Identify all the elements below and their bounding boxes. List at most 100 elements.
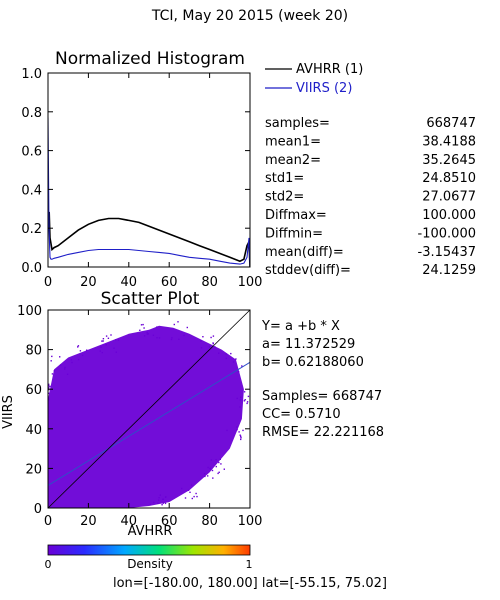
scatter-point xyxy=(113,347,115,349)
scatter-point xyxy=(115,351,117,353)
scatter-point xyxy=(156,326,158,328)
scatter-title: Scatter Plot xyxy=(101,289,200,309)
scatter-point xyxy=(239,399,242,401)
scatter-y-tick-label: 60 xyxy=(25,383,42,398)
scatter-x-tick-label: 20 xyxy=(80,514,97,529)
legend-viirs-label: VIIRS (2) xyxy=(296,81,352,96)
scatter-point xyxy=(66,373,69,375)
colorbar-max-label: 1 xyxy=(246,558,253,571)
scatter-point xyxy=(211,469,214,472)
scatter-point xyxy=(230,352,232,355)
stat-value: 668747 xyxy=(426,116,476,131)
histogram-y-tick-label: 0.2 xyxy=(21,222,42,237)
scatter-point xyxy=(77,358,80,361)
stat-value: 100.000 xyxy=(422,208,476,223)
histogram-y-tick-label: 0.4 xyxy=(21,183,42,198)
histogram-y-tick-label: 0.6 xyxy=(21,145,42,160)
scatter-point xyxy=(189,491,191,493)
scatter-point xyxy=(53,370,55,372)
scatter-point xyxy=(164,496,167,498)
scatter-point xyxy=(102,340,104,342)
regression-cc: CC= 0.5710 xyxy=(262,407,341,422)
histogram-y-tick-label: 1.0 xyxy=(21,67,42,82)
scatter-point xyxy=(48,392,50,394)
scatter-point xyxy=(153,501,155,504)
scatter-point xyxy=(79,350,82,352)
scatter-point xyxy=(207,475,209,477)
histogram-line-viirs xyxy=(48,117,250,267)
scatter-point xyxy=(143,335,146,337)
scatter-point xyxy=(51,373,54,375)
scatter-point xyxy=(117,339,120,341)
scatter-point xyxy=(200,340,202,342)
regression-line xyxy=(48,361,250,486)
stat-value: 24.1259 xyxy=(422,263,476,278)
scatter-point xyxy=(207,466,209,469)
histogram-y-tick-label: 0.0 xyxy=(21,261,42,276)
scatter-point xyxy=(101,351,103,354)
stat-value: -100.000 xyxy=(418,226,476,241)
scatter-point xyxy=(101,340,103,342)
scatter-point xyxy=(223,468,225,470)
scatter-point xyxy=(209,467,211,470)
scatter-point xyxy=(215,459,217,461)
stat-label: mean1= xyxy=(265,134,321,149)
scatter-point xyxy=(190,484,193,486)
scatter-point xyxy=(81,354,84,357)
scatter-point xyxy=(226,429,228,432)
scatter-point xyxy=(225,357,227,360)
scatter-point xyxy=(235,358,237,360)
scatter-point xyxy=(236,426,238,428)
histogram-title: Normalized Histogram xyxy=(55,49,245,69)
scatter-point xyxy=(157,502,159,504)
scatter-point xyxy=(77,346,79,348)
scatter-point xyxy=(193,495,195,498)
scatter-point xyxy=(48,399,50,401)
stat-value: -3.15437 xyxy=(418,245,476,260)
scatter-point xyxy=(152,334,155,336)
scatter-point xyxy=(246,402,248,405)
histogram-y-tick-label: 0.8 xyxy=(21,106,42,121)
footer-range: lon=[-180.00, 180.00] lat=[-55.15, 75.02… xyxy=(113,576,387,591)
scatter-point xyxy=(105,335,108,337)
scatter-point xyxy=(210,336,212,339)
scatter-point xyxy=(59,364,62,366)
scatter-point xyxy=(49,385,51,388)
scatter-point xyxy=(210,468,212,471)
page-title: TCI, May 20 2015 (week 20) xyxy=(151,8,348,24)
statistics-panel: samples= 668747 mean1= 38.4188 mean2= 35.2645… xyxy=(265,116,476,278)
scatter-point xyxy=(239,434,241,436)
stat-value: 35.2645 xyxy=(422,153,476,168)
scatter-point xyxy=(77,345,80,347)
scatter-point xyxy=(240,435,242,437)
stat-value: 27.0677 xyxy=(422,190,476,205)
scatter-x-tick-label: 80 xyxy=(201,514,218,529)
scatter-point xyxy=(218,352,220,354)
scatter-point xyxy=(164,502,167,505)
scatter-y-axis: 0 20 40 60 80 100 xyxy=(17,304,250,517)
scatter-point xyxy=(64,366,66,369)
scatter-point xyxy=(147,333,150,335)
scatter-point xyxy=(59,356,61,358)
scatter-point xyxy=(237,371,240,373)
stat-value: 24.8510 xyxy=(422,171,476,186)
scatter-point xyxy=(115,339,117,341)
regression-b: b= 0.62188060 xyxy=(262,355,364,370)
scatter-point xyxy=(202,336,204,338)
scatter-point xyxy=(159,494,161,496)
scatter-point xyxy=(220,463,222,465)
colorbar-min-label: 0 xyxy=(45,558,52,571)
scatter-point xyxy=(48,383,50,385)
scatter-x-label: AVHRR xyxy=(128,524,173,539)
scatter-point xyxy=(210,459,213,461)
scatter-point xyxy=(178,338,180,340)
scatter-point xyxy=(240,438,242,441)
scatter-point xyxy=(191,497,193,500)
scatter-point xyxy=(212,343,214,345)
colorbar-label: Density xyxy=(127,557,173,571)
scatter-point xyxy=(105,344,107,346)
scatter-point xyxy=(203,473,206,475)
scatter-point xyxy=(232,361,235,363)
scatter-point xyxy=(48,386,50,388)
scatter-point xyxy=(177,321,179,323)
